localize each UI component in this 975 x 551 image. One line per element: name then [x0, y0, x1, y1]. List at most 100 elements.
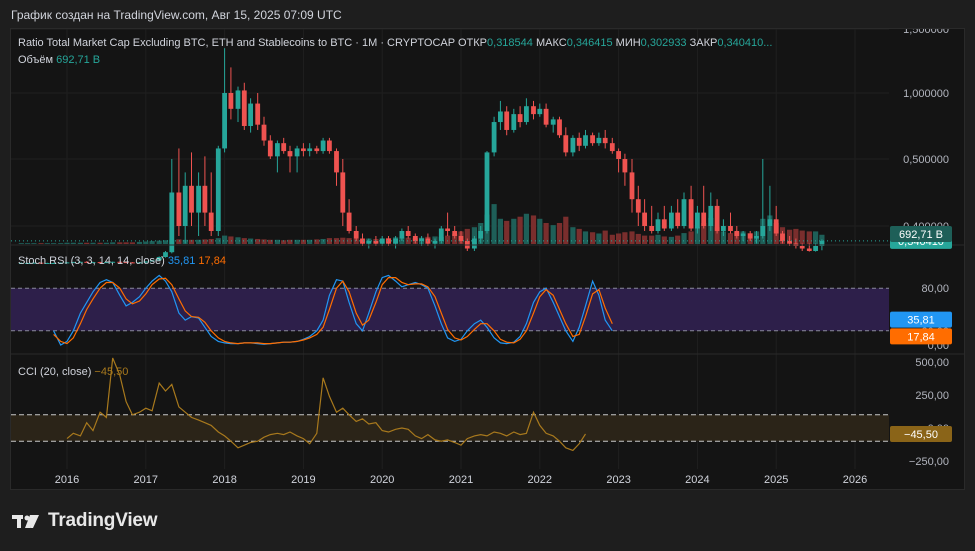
cci-tick-label: −250,00 — [909, 456, 949, 468]
volume-bar — [31, 243, 37, 244]
candle-body — [813, 246, 818, 251]
candle-body — [70, 262, 76, 264]
candle-body — [169, 192, 175, 253]
candle-body — [452, 231, 458, 236]
volume-bar — [215, 238, 221, 244]
candle-body — [609, 143, 615, 152]
cci-band — [11, 414, 889, 442]
candle-body — [97, 262, 103, 264]
legend-high: 0,346415 — [566, 37, 613, 49]
chart-canvas[interactable]: 2016 2017 2018 2019 2020 2021 2022 2023 2024 2025… — [11, 29, 965, 490]
volume-bar — [123, 242, 129, 244]
candle-body — [576, 137, 582, 146]
volume-bar — [129, 242, 136, 244]
volume-bar — [655, 234, 661, 244]
candle-body — [557, 119, 562, 136]
stoch-rsi-band — [11, 288, 889, 331]
x-tick-label: 2023 — [606, 474, 630, 486]
volume-bar — [629, 231, 635, 244]
candle-body — [471, 238, 477, 249]
candle-body — [773, 219, 779, 234]
candle-body — [734, 231, 740, 236]
volume-bar — [320, 238, 326, 244]
cci-legend: CCI (20, close) −45,50 — [18, 366, 128, 378]
candle-body — [517, 114, 523, 123]
volume-legend: Объём 692,71 B — [18, 54, 100, 66]
volume-bar — [307, 239, 313, 244]
chart-frame[interactable]: 2016 2017 2018 2019 2020 2021 2022 2023 2024 2025… — [10, 28, 965, 490]
candle-body — [208, 212, 214, 231]
volume-bar — [156, 240, 162, 244]
legend-open: 0,318544 — [487, 37, 533, 49]
candle-body — [799, 246, 805, 249]
candle-body — [38, 262, 44, 264]
volume-bar — [25, 243, 31, 244]
candle-body — [274, 143, 280, 157]
x-tick-label: 2018 — [212, 474, 236, 486]
candle-body — [235, 90, 241, 109]
y-tick-label: 1,000000 — [903, 88, 949, 100]
candle-body — [44, 263, 50, 264]
x-tick-label: 2017 — [134, 474, 158, 486]
x-tick-label: 2025 — [764, 474, 788, 486]
volume-bar — [445, 235, 451, 244]
volume-bar — [517, 216, 523, 244]
volume-bar — [208, 238, 214, 244]
volume-bar — [202, 239, 208, 244]
volume-bar — [523, 213, 530, 244]
candle-body — [524, 106, 529, 123]
candle-body — [596, 137, 602, 144]
volume-bar — [649, 235, 655, 244]
candle-body — [708, 205, 714, 226]
volume-bar — [103, 242, 109, 244]
candle-body — [438, 228, 444, 241]
volume-bar — [681, 233, 687, 244]
tradingview-logo-icon — [12, 515, 39, 528]
candle-body — [386, 238, 391, 244]
volume-bar — [701, 223, 707, 244]
candle-body — [137, 262, 142, 264]
volume-bar — [589, 232, 596, 244]
candle-body — [267, 140, 273, 157]
candle-body — [721, 226, 726, 231]
tradingview-logo[interactable]: TradingView — [12, 510, 158, 532]
candle-body — [301, 148, 306, 152]
legend-low-label: МИН — [615, 37, 641, 49]
cci-tick-label: 250,00 — [915, 390, 949, 402]
volume-bar — [222, 235, 228, 244]
candle-body — [695, 212, 700, 229]
candle-body — [255, 103, 261, 125]
volume-bar — [255, 238, 261, 244]
volume-bar — [799, 230, 805, 244]
volume-bar — [497, 218, 503, 244]
candle-body — [182, 185, 188, 226]
legend-title: Ratio Total Market Cap Excluding BTC, ET… — [18, 37, 455, 49]
candle-body — [661, 219, 667, 229]
legend-close: 0,340410... — [717, 37, 773, 49]
candle-body — [780, 233, 785, 241]
candle-body — [84, 261, 90, 263]
volume-bar — [248, 238, 254, 244]
volume-bar — [570, 227, 576, 244]
volume-bar — [563, 216, 569, 244]
stoch-rsi-d-tag-bg — [890, 328, 952, 345]
candle-body — [740, 233, 746, 236]
volume-tag: 692,71 B — [899, 229, 943, 241]
volume-bar — [287, 239, 293, 244]
candle-body — [478, 231, 484, 239]
candle-body — [123, 262, 129, 264]
volume-bar — [452, 233, 458, 244]
candle-body — [602, 137, 608, 144]
volume-bar — [609, 234, 615, 244]
cci-tag-bg — [890, 426, 952, 443]
candle-body — [419, 238, 424, 241]
candle-body — [399, 231, 405, 239]
candle-body — [543, 108, 549, 125]
cci-series-line — [66, 357, 587, 452]
volume-bar — [294, 239, 300, 244]
candle-body — [405, 231, 411, 236]
candle-body — [412, 236, 418, 241]
volume-bar — [720, 231, 727, 244]
cci-line — [66, 357, 587, 452]
